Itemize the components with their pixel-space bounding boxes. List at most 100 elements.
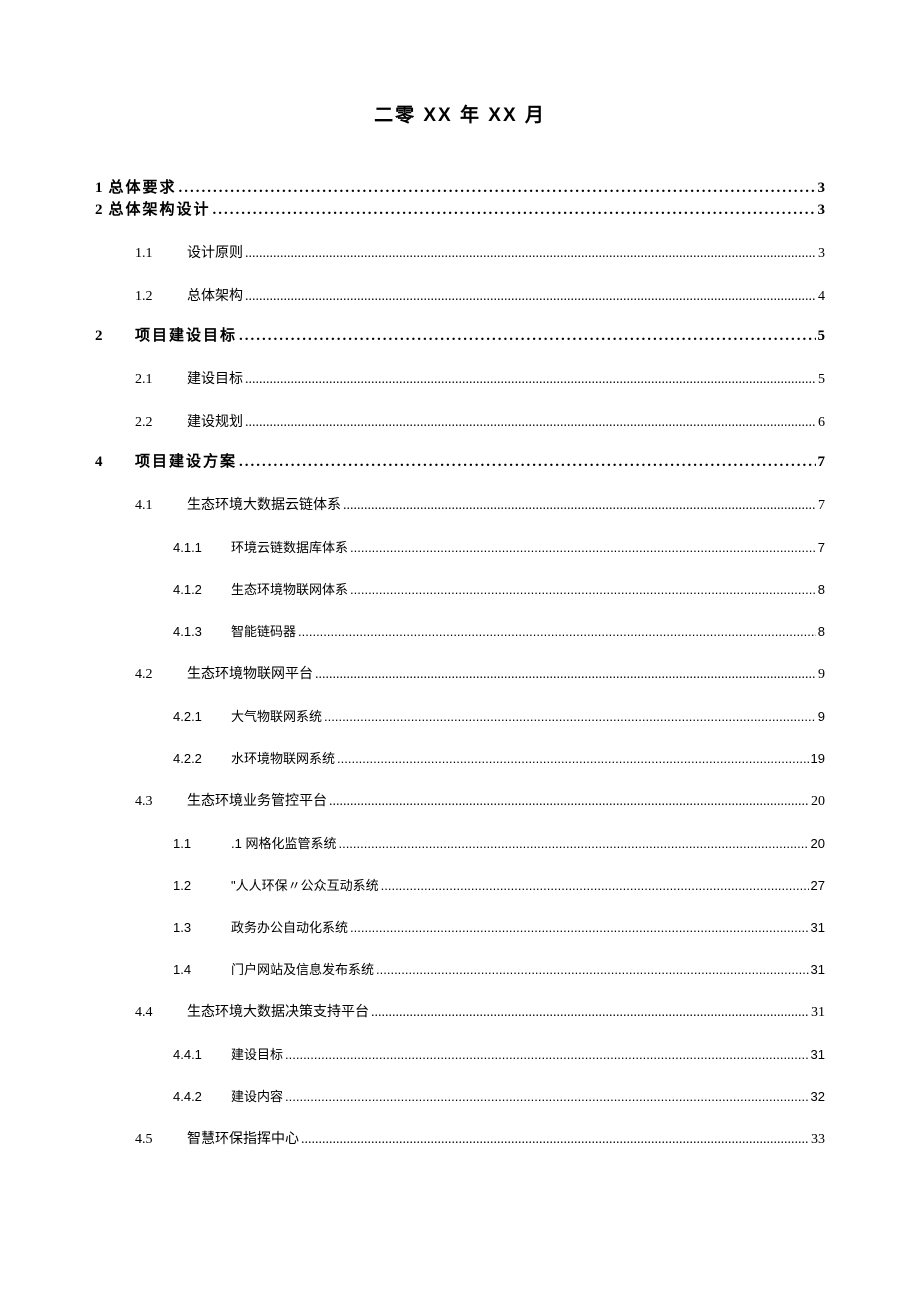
toc-leader-dots bbox=[337, 749, 809, 769]
toc-entry: 1.1.1 网格化监管系统20 bbox=[95, 834, 825, 854]
toc-entry-page: 31 bbox=[811, 1002, 825, 1023]
toc-entry-page: 5 bbox=[818, 369, 825, 390]
toc-entry: 1总体要求 3 bbox=[95, 177, 825, 199]
toc-entry: 1.1设计原则 3 bbox=[95, 243, 825, 264]
toc-entry: 1.2总体架构 4 bbox=[95, 286, 825, 307]
toc-entry-number: 4.1.2 bbox=[173, 580, 231, 600]
toc-entry: 2.1建设目标 5 bbox=[95, 369, 825, 390]
toc-leader-dots bbox=[179, 177, 816, 199]
toc-entry-title: .1 网格化监管系统 bbox=[231, 834, 336, 854]
toc-entry-page: 31 bbox=[811, 1045, 825, 1065]
toc-entry: 4.2.1大气物联网系统9 bbox=[95, 707, 825, 727]
toc-entry-page: 7 bbox=[818, 538, 825, 558]
toc-entry-page: 7 bbox=[818, 495, 825, 516]
toc-entry: 1.3政务办公自动化系统31 bbox=[95, 918, 825, 938]
toc-entry-title: 设计原则 bbox=[187, 243, 243, 264]
toc-entry: 2.2建设规划6 bbox=[95, 412, 825, 433]
toc-entry: 4.5智慧环保指挥中心33 bbox=[95, 1129, 825, 1150]
toc-entry-title: 建设目标 bbox=[231, 1045, 283, 1065]
toc-entry: 1.2"人人环保〃公众互动系统 27 bbox=[95, 876, 825, 896]
toc-leader-dots bbox=[213, 199, 816, 221]
toc-entry-title: "人人环保〃公众互动系统 bbox=[231, 876, 379, 896]
toc-entry-number: 2.2 bbox=[135, 412, 187, 433]
toc-entry-number: 4.2 bbox=[135, 664, 187, 685]
toc-entry-number: 4.2.1 bbox=[173, 707, 231, 727]
toc-entry-page: 5 bbox=[818, 325, 826, 347]
toc-entry-title: 生态环境业务管控平台 bbox=[187, 791, 327, 812]
toc-leader-dots bbox=[239, 325, 815, 347]
toc-leader-dots bbox=[350, 580, 816, 600]
toc-entry-title: 环境云链数据库体系 bbox=[231, 538, 348, 558]
toc-entry-page: 9 bbox=[818, 664, 825, 685]
toc-entry-title: 总体架构设计 bbox=[109, 199, 211, 221]
toc-leader-dots bbox=[350, 918, 809, 938]
table-of-contents: 1总体要求32总体架构设计31.1设计原则31.2总体架构42项目建设目标52.… bbox=[95, 177, 825, 1150]
toc-leader-dots bbox=[315, 664, 816, 685]
toc-entry-title: 生态环境物联网体系 bbox=[231, 580, 348, 600]
toc-leader-dots bbox=[298, 622, 816, 642]
toc-entry-page: 4 bbox=[818, 286, 825, 307]
toc-entry-title: 智慧环保指挥中心 bbox=[187, 1129, 299, 1150]
toc-entry-number: 4.4.1 bbox=[173, 1045, 231, 1065]
toc-leader-dots bbox=[350, 538, 816, 558]
toc-entry: 4.4生态环境大数据决策支持平台 31 bbox=[95, 1002, 825, 1023]
toc-entry-number: 1.2 bbox=[135, 286, 187, 307]
toc-leader-dots bbox=[381, 876, 809, 896]
toc-entry-title: 建设内容 bbox=[231, 1087, 283, 1107]
toc-entry: 4.2生态环境物联网平台 9 bbox=[95, 664, 825, 685]
toc-entry-title: 水环境物联网系统 bbox=[231, 749, 335, 769]
toc-entry-page: 20 bbox=[811, 791, 825, 812]
toc-entry: 2项目建设目标 5 bbox=[95, 325, 825, 347]
toc-entry-page: 3 bbox=[818, 199, 826, 221]
toc-entry-number: 4.1.3 bbox=[173, 622, 231, 642]
toc-leader-dots bbox=[329, 791, 809, 812]
toc-entry-page: 3 bbox=[818, 177, 826, 199]
toc-entry-page: 3 bbox=[818, 243, 825, 264]
toc-entry: 4.1生态环境大数据云链体系 7 bbox=[95, 495, 825, 516]
toc-entry-page: 7 bbox=[818, 451, 826, 473]
toc-entry-page: 33 bbox=[811, 1129, 825, 1150]
toc-entry-title: 生态环境物联网平台 bbox=[187, 664, 313, 685]
toc-entry-title: 建设规划 bbox=[187, 412, 243, 433]
toc-entry-page: 32 bbox=[811, 1087, 825, 1107]
toc-entry-number: 4.4.2 bbox=[173, 1087, 231, 1107]
toc-leader-dots bbox=[285, 1045, 809, 1065]
toc-entry: 4.1.2生态环境物联网体系 8 bbox=[95, 580, 825, 600]
toc-entry-title: 项目建设方案 bbox=[135, 451, 237, 473]
toc-entry-page: 27 bbox=[811, 876, 825, 896]
toc-entry-number: 4.4 bbox=[135, 1002, 187, 1023]
toc-entry-number: 1.2 bbox=[173, 876, 231, 896]
document-title: 二零 XX 年 XX 月 bbox=[95, 100, 825, 127]
toc-leader-dots bbox=[245, 369, 816, 390]
toc-entry-title: 总体架构 bbox=[187, 286, 243, 307]
toc-entry-number: 4.1.1 bbox=[173, 538, 231, 558]
toc-entry-number: 1.1 bbox=[173, 834, 231, 854]
toc-entry-title: 政务办公自动化系统 bbox=[231, 918, 348, 938]
toc-entry: 2总体架构设计3 bbox=[95, 199, 825, 221]
toc-entry-page: 8 bbox=[818, 622, 825, 642]
toc-entry-page: 31 bbox=[811, 918, 825, 938]
toc-entry-title: 生态环境大数据决策支持平台 bbox=[187, 1002, 369, 1023]
toc-entry-number: 4.1 bbox=[135, 495, 187, 516]
toc-entry-page: 19 bbox=[811, 749, 825, 769]
toc-leader-dots bbox=[285, 1087, 809, 1107]
toc-entry-number: 4 bbox=[95, 451, 135, 473]
toc-entry-title: 项目建设目标 bbox=[135, 325, 237, 347]
toc-entry-number: 1 bbox=[95, 177, 109, 199]
toc-entry-number: 1.1 bbox=[135, 243, 187, 264]
toc-leader-dots bbox=[239, 451, 815, 473]
toc-entry: 4项目建设方案 7 bbox=[95, 451, 825, 473]
toc-entry-title: 建设目标 bbox=[187, 369, 243, 390]
toc-leader-dots bbox=[301, 1129, 809, 1150]
toc-entry-number: 2.1 bbox=[135, 369, 187, 390]
toc-leader-dots bbox=[245, 412, 816, 433]
toc-entry: 4.1.1环境云链数据库体系 7 bbox=[95, 538, 825, 558]
toc-entry-page: 31 bbox=[811, 960, 825, 980]
toc-entry-title: 总体要求 bbox=[109, 177, 177, 199]
toc-entry: 4.4.2建设内容 32 bbox=[95, 1087, 825, 1107]
toc-entry-title: 大气物联网系统 bbox=[231, 707, 322, 727]
toc-entry-title: 生态环境大数据云链体系 bbox=[187, 495, 341, 516]
toc-entry-number: 2 bbox=[95, 325, 135, 347]
toc-entry: 4.4.1建设目标 31 bbox=[95, 1045, 825, 1065]
toc-entry-page: 8 bbox=[818, 580, 825, 600]
